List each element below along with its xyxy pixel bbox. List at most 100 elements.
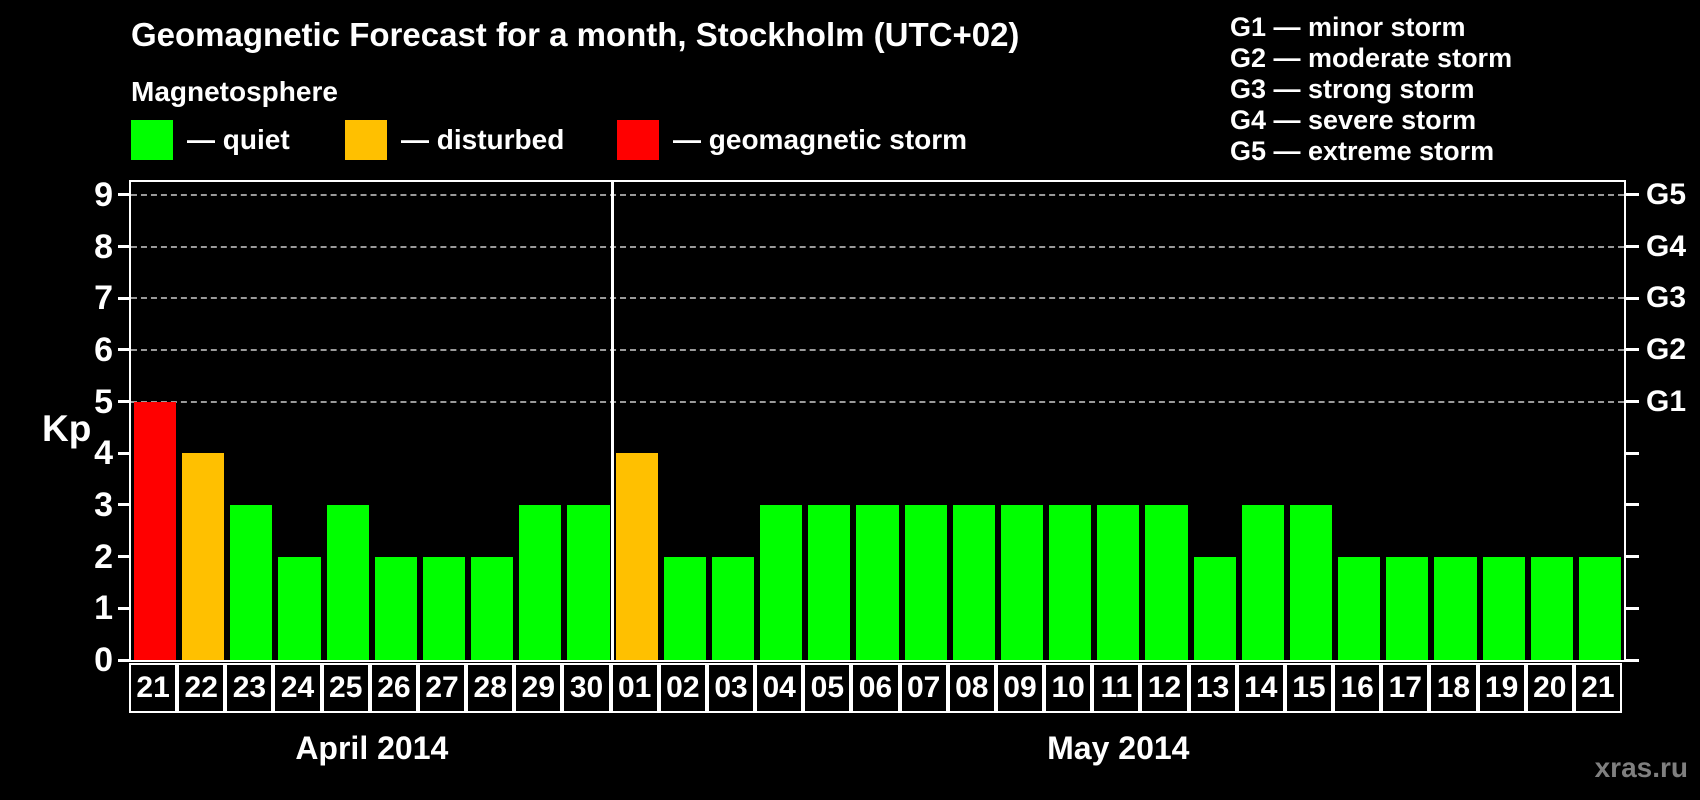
legend-item-disturbed: — disturbed bbox=[345, 119, 564, 161]
g-legend-line-g4: G4 — severe storm bbox=[1230, 105, 1477, 135]
date-cell-apr-26: 26 bbox=[369, 663, 418, 713]
date-cell-apr-28: 28 bbox=[466, 663, 515, 713]
kp-bar-day-06 bbox=[856, 504, 899, 660]
date-cell-may-12: 12 bbox=[1140, 663, 1189, 713]
legend-label-quiet: — quiet bbox=[187, 124, 290, 155]
date-cell-apr-24: 24 bbox=[273, 663, 322, 713]
kp-bar-day-28 bbox=[471, 556, 514, 660]
kp-tick-5 bbox=[118, 400, 131, 404]
legend-swatch-quiet bbox=[131, 120, 173, 160]
kp-bar-day-29 bbox=[519, 504, 562, 660]
gridline-kp-8 bbox=[131, 245, 1624, 248]
legend-swatch-disturbed bbox=[345, 120, 387, 160]
kp-bar-day-21 bbox=[134, 401, 177, 660]
legend-swatch-storm bbox=[617, 120, 659, 160]
date-cell-apr-27: 27 bbox=[417, 663, 467, 713]
g-scale-legend: G1 — minor storm G2 — moderate storm G3 — … bbox=[1230, 12, 1512, 167]
date-cell-may-03: 03 bbox=[706, 663, 756, 713]
kp-tick-label-1: 1 bbox=[94, 589, 113, 628]
g-tick-8 bbox=[1626, 245, 1639, 249]
date-cell-may-07: 07 bbox=[899, 663, 948, 713]
kp-tick-0 bbox=[118, 658, 131, 662]
kp-bar-day-22 bbox=[182, 453, 225, 660]
date-cell-may-15: 15 bbox=[1284, 663, 1334, 713]
kp-axis-label: Kp bbox=[42, 408, 92, 449]
date-cell-apr-21: 21 bbox=[129, 663, 178, 713]
plot-area bbox=[129, 180, 1626, 662]
kp-bar-day-15 bbox=[1289, 504, 1333, 660]
g-tick-7 bbox=[1626, 296, 1639, 300]
kp-bar-day-07 bbox=[904, 504, 947, 660]
kp-bar-day-14 bbox=[1241, 504, 1284, 660]
chart-title: Geomagnetic Forecast for a month, Stockh… bbox=[131, 16, 1020, 53]
g-tick-6 bbox=[1626, 348, 1639, 352]
kp-bar-day-04 bbox=[760, 504, 803, 660]
date-cell-may-06: 06 bbox=[851, 663, 900, 713]
date-cell-may-02: 02 bbox=[658, 663, 707, 713]
date-cell-may-16: 16 bbox=[1333, 663, 1382, 713]
date-axis: 21 22 23 24 25 26 27 28 29 30 01 02 03 04 05 06 07 08 09 10… bbox=[129, 663, 1624, 713]
g-legend-line-g5: G5 — extreme storm bbox=[1230, 136, 1495, 166]
kp-bar-day-03 bbox=[711, 556, 755, 660]
date-cell-apr-29: 29 bbox=[514, 663, 563, 713]
gridline-kp-6 bbox=[131, 348, 1624, 351]
date-cell-may-21: 21 bbox=[1573, 663, 1622, 713]
date-cell-apr-25: 25 bbox=[321, 663, 370, 713]
kp-tick-label-5: 5 bbox=[94, 382, 113, 421]
legend-label-storm: — geomagnetic storm bbox=[673, 124, 968, 155]
kp-tick-6 bbox=[118, 348, 131, 352]
kp-bar-day-20 bbox=[1530, 556, 1573, 660]
date-cell-may-04: 04 bbox=[755, 663, 804, 713]
month-separator bbox=[611, 182, 615, 660]
kp-bar-day-09 bbox=[1000, 504, 1044, 660]
g-tick-2 bbox=[1626, 555, 1639, 559]
kp-bar-day-30 bbox=[567, 504, 610, 660]
kp-tick-label-7: 7 bbox=[94, 279, 113, 318]
kp-tick-label-9: 9 bbox=[94, 175, 113, 214]
g-tick-4 bbox=[1626, 451, 1639, 455]
g-tick-3 bbox=[1626, 503, 1639, 507]
gridline-kp-5 bbox=[131, 400, 1624, 403]
kp-tick-9 bbox=[118, 193, 131, 197]
month-label-may: May 2014 bbox=[1047, 730, 1190, 766]
kp-bar-day-21 bbox=[1578, 556, 1621, 660]
g-axis-label-g2: G2 bbox=[1646, 332, 1687, 366]
kp-bar-day-11 bbox=[1097, 504, 1140, 660]
date-cell-may-19: 19 bbox=[1477, 663, 1526, 713]
kp-bar-day-10 bbox=[1049, 504, 1092, 660]
kp-tick-1 bbox=[118, 606, 131, 610]
kp-bar-day-02 bbox=[663, 556, 706, 660]
date-cell-may-14: 14 bbox=[1236, 663, 1285, 713]
kp-bar-day-18 bbox=[1434, 556, 1477, 660]
kp-tick-label-0: 0 bbox=[94, 641, 113, 679]
watermark: xras.ru bbox=[1594, 752, 1688, 783]
date-cell-may-10: 10 bbox=[1044, 663, 1093, 713]
kp-bar-day-27 bbox=[422, 556, 466, 660]
kp-tick-8 bbox=[118, 245, 131, 249]
kp-bar-day-25 bbox=[326, 504, 369, 660]
date-cell-may-18: 18 bbox=[1429, 663, 1478, 713]
date-cell-may-08: 08 bbox=[947, 663, 996, 713]
g-tick-0 bbox=[1626, 658, 1639, 662]
g-tick-5 bbox=[1626, 400, 1639, 404]
g-legend-line-g2: G2 — moderate storm bbox=[1230, 43, 1513, 73]
kp-tick-label-2: 2 bbox=[94, 537, 113, 576]
kp-bar-day-17 bbox=[1386, 556, 1429, 660]
date-cell-may-17: 17 bbox=[1381, 663, 1430, 713]
kp-bar-day-23 bbox=[230, 504, 273, 660]
date-cell-apr-23: 23 bbox=[225, 663, 274, 713]
kp-tick-2 bbox=[118, 555, 131, 559]
date-cell-apr-30: 30 bbox=[562, 663, 611, 713]
gridline-kp-7 bbox=[131, 297, 1624, 300]
kp-tick-4 bbox=[118, 451, 131, 455]
month-label-april: April 2014 bbox=[295, 730, 449, 766]
g-axis-label-g5: G5 bbox=[1646, 177, 1687, 211]
magnetosphere-label: Magnetosphere bbox=[131, 76, 338, 107]
kp-tick-label-4: 4 bbox=[94, 434, 113, 473]
kp-bar-day-26 bbox=[374, 556, 417, 660]
kp-tick-3 bbox=[118, 503, 131, 507]
legend-item-storm: — geomagnetic storm bbox=[617, 119, 967, 161]
date-cell-apr-22: 22 bbox=[177, 663, 226, 713]
kp-bar-day-19 bbox=[1482, 556, 1525, 660]
